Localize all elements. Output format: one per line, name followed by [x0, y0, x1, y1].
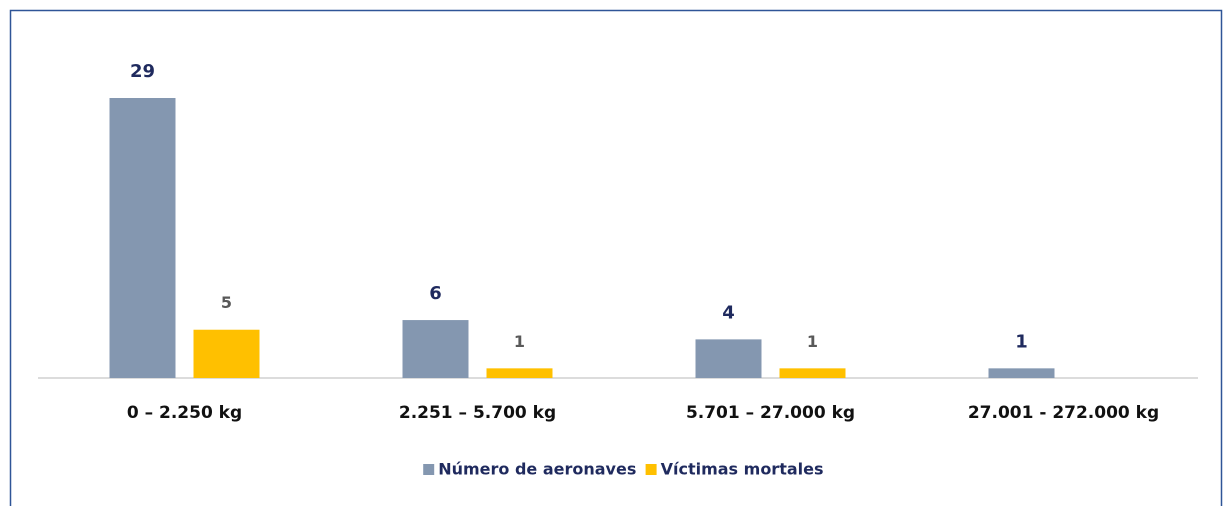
x-tick-label: 0 – 2.250 kg [127, 403, 242, 423]
bar [402, 320, 469, 378]
data-label: 4 [722, 302, 735, 323]
x-tick-label: 2.251 – 5.700 kg [399, 403, 556, 423]
bar [695, 339, 762, 378]
x-tick-label: 27.001 - 272.000 kg [968, 403, 1159, 423]
frame [9, 9, 1223, 506]
data-label: 5 [221, 293, 232, 312]
bar [779, 368, 846, 378]
data-label: 29 [130, 61, 155, 82]
legend-swatch [423, 464, 435, 475]
data-label: 1 [514, 332, 525, 351]
bar [109, 98, 176, 378]
bar [193, 329, 260, 378]
bar [988, 368, 1055, 378]
legend-swatch [645, 464, 657, 475]
data-label: 1 [807, 332, 818, 351]
legend-label: Víctimas mortales [661, 460, 824, 479]
x-tick-label: 5.701 – 27.000 kg [686, 403, 855, 423]
data-label: 1 [1015, 331, 1028, 352]
legend-label: Número de aeronaves [438, 460, 636, 479]
bar [486, 368, 553, 378]
data-label: 6 [429, 283, 442, 304]
